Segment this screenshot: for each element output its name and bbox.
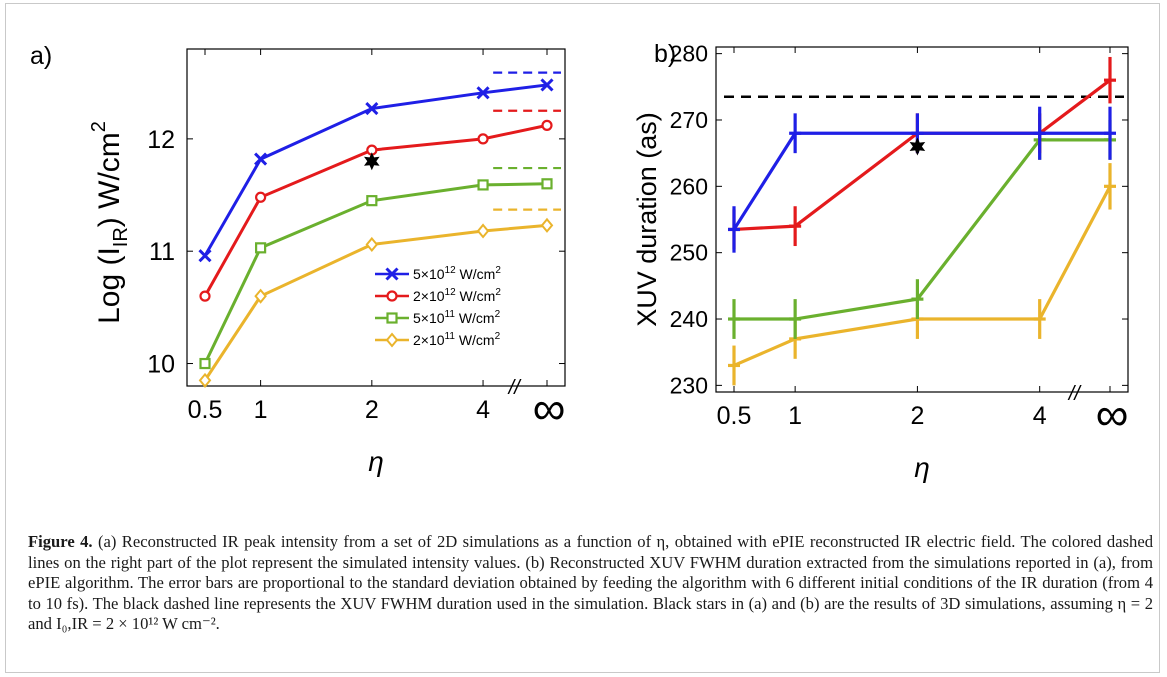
a-panel-label: a) xyxy=(30,42,52,70)
figure-caption: Figure 4. (a) Reconstructed IR peak inte… xyxy=(28,532,1153,635)
a-data-point xyxy=(198,249,212,263)
a-data-point xyxy=(254,152,268,166)
a-legend-entry: 2×1011 W/cm2 xyxy=(413,331,501,348)
a-x-tick-label: 2 xyxy=(365,396,379,424)
a-legend-entry: 5×1011 W/cm2 xyxy=(413,309,501,326)
a-axes-box xyxy=(186,48,566,387)
a-y-axis-title: Log (IIR) W/cm2 xyxy=(88,121,132,324)
b-x-axis-title: η xyxy=(914,452,930,483)
a-x-tick-label: 0.5 xyxy=(188,396,223,424)
a-data-point xyxy=(255,191,267,203)
b-y-tick-label: 270 xyxy=(670,107,708,133)
b-y-tick-label: 260 xyxy=(670,173,708,199)
b-x-tick-label: 1 xyxy=(788,402,802,430)
b-x-tick-label: 2 xyxy=(910,402,924,430)
a-data-point xyxy=(365,101,379,116)
b-y-tick-label: 240 xyxy=(670,306,708,332)
a-data-point xyxy=(366,195,378,207)
a-data-point xyxy=(365,236,379,253)
a-y-tick-label: 12 xyxy=(147,126,175,154)
a-y-tick-label: 10 xyxy=(147,351,175,379)
a-data-point xyxy=(199,357,211,370)
b-x-tick-label: ∞ xyxy=(1096,388,1129,440)
a-x-axis-title: η xyxy=(368,446,384,477)
b-y-tick-label: 280 xyxy=(670,41,708,67)
caption-label: Figure 4. xyxy=(28,532,93,551)
a-data-point xyxy=(541,178,553,190)
a-x-tick-label: 1 xyxy=(254,396,268,424)
a-data-point xyxy=(477,133,489,145)
figure-frame: 0.5 1 2 4 ∞//η a) 10 11 12 Log (IIR) W/cm2 5×1012 … xyxy=(5,3,1160,673)
caption-text: (a) Reconstructed IR peak intensity from… xyxy=(28,532,1154,633)
b-y-tick-label: 230 xyxy=(670,372,708,398)
b-series-line-1 xyxy=(733,78,1111,232)
b-star-marker xyxy=(909,137,926,156)
a-data-point xyxy=(540,217,554,233)
a-legend-entry: 5×1012 W/cm2 xyxy=(413,265,501,282)
a-legend-marker xyxy=(385,332,399,348)
a-data-point xyxy=(476,86,490,100)
a-x-tick-label: 4 xyxy=(476,396,490,424)
b-y-tick-label: 250 xyxy=(670,240,708,266)
a-data-point xyxy=(476,223,490,239)
a-legend-marker xyxy=(385,267,399,281)
a-legend-entry: 2×1012 W/cm2 xyxy=(413,287,501,304)
a-data-point xyxy=(541,119,553,131)
b-x-tick-label: 0.5 xyxy=(717,402,752,430)
a-data-point xyxy=(199,290,211,302)
a-star-marker xyxy=(364,152,380,171)
b-x-tick-label: 4 xyxy=(1033,402,1047,430)
a-data-point xyxy=(477,179,489,191)
a-legend-marker xyxy=(386,290,398,302)
b-y-axis-title: XUV duration (as) xyxy=(632,112,662,327)
a-data-point xyxy=(254,288,267,304)
a-data-point xyxy=(255,242,267,254)
b-axis-break: // xyxy=(1067,383,1083,405)
a-legend-marker xyxy=(386,312,398,324)
b-panel-label: b) xyxy=(654,40,676,68)
a-data-point xyxy=(198,372,212,388)
a-y-tick-label: 11 xyxy=(149,238,175,266)
a-x-tick-label: ∞ xyxy=(533,382,566,434)
a-data-point xyxy=(540,78,554,92)
a-axis-break: // xyxy=(507,377,523,399)
b-axes-box xyxy=(715,46,1129,393)
